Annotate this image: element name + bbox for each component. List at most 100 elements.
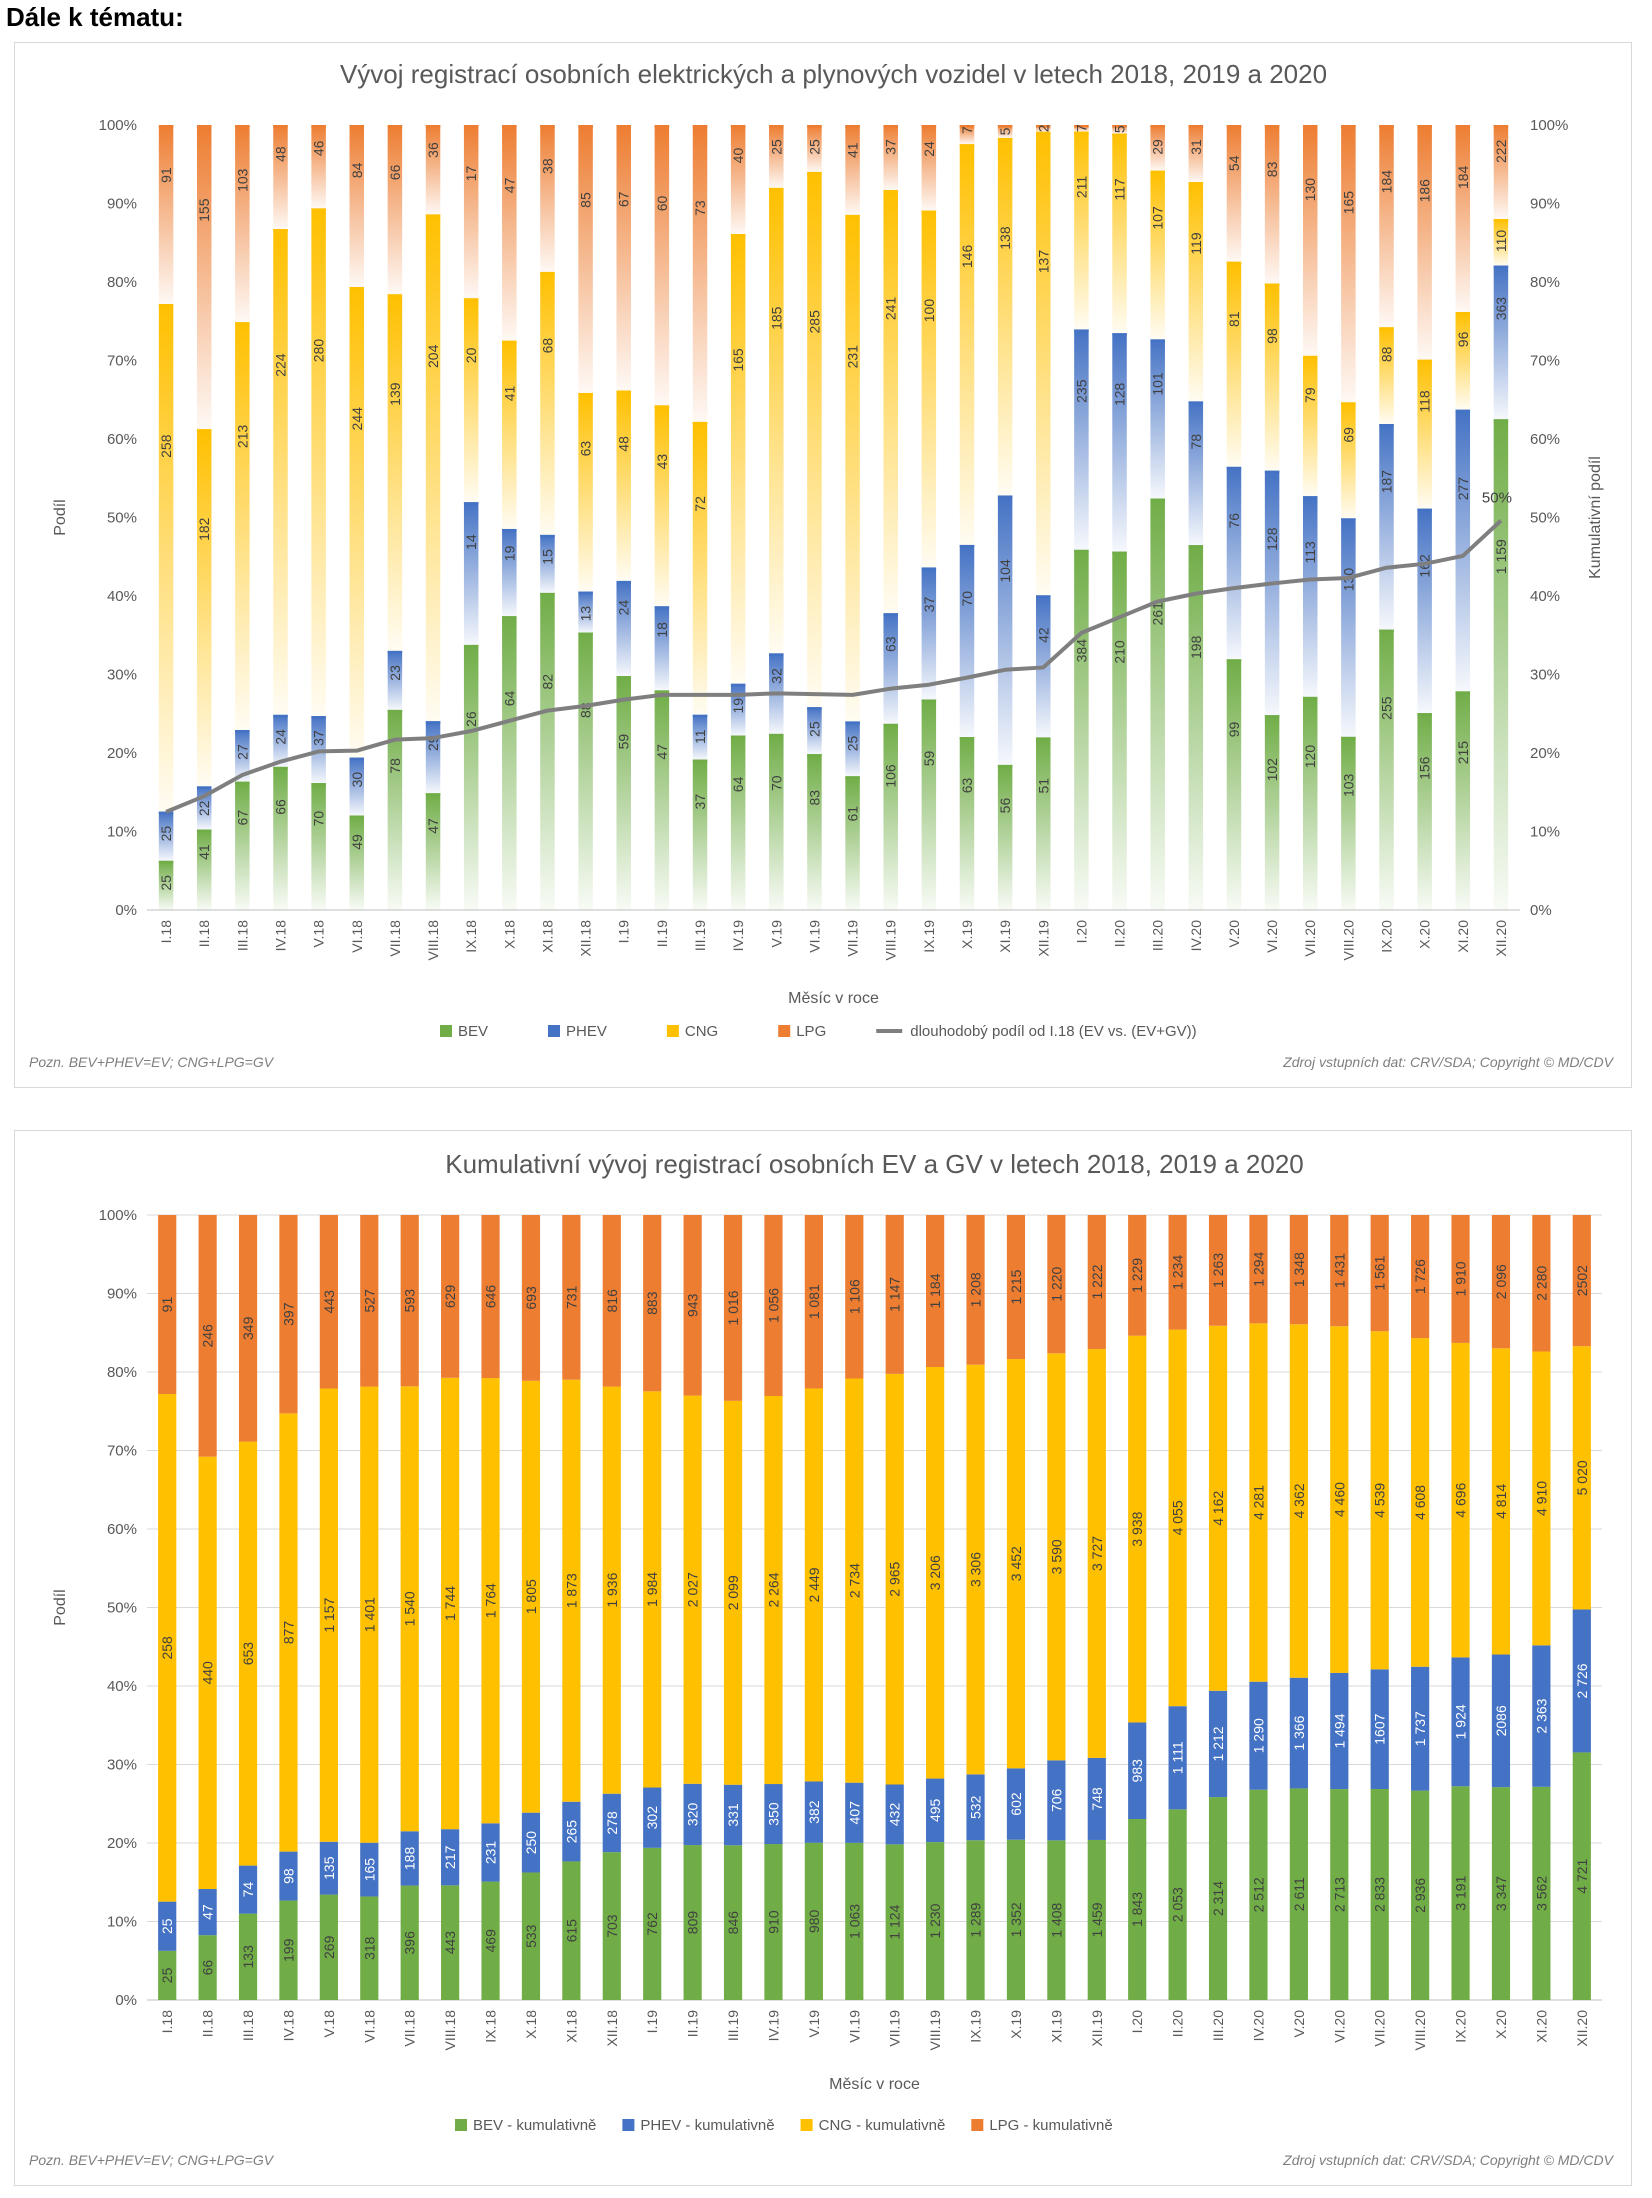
data-label-bev: 37 [692, 794, 708, 810]
bar-phev [1491, 1654, 1511, 1788]
x-tick-label: I.18 [158, 920, 174, 944]
bar-bev [1087, 1839, 1106, 2000]
data-label-lpg: 731 [563, 1285, 579, 1309]
bar-cap-phev [1036, 595, 1051, 598]
data-label-phev: 2086 [1493, 1705, 1509, 1736]
bar-bev [1493, 419, 1509, 910]
x-tick-label: IX.20 [1379, 920, 1395, 953]
data-label-bev: 809 [685, 1911, 701, 1935]
data-label-phev: 302 [644, 1806, 660, 1830]
bar-cap-cng [883, 189, 898, 193]
bar-bev [883, 723, 898, 910]
bar-phev [1208, 1690, 1228, 1798]
bar-cap-lpg [1341, 125, 1356, 128]
bar-cng [1532, 1351, 1551, 1646]
data-label-phev: 24 [616, 600, 632, 616]
data-label-bev: 64 [730, 776, 746, 792]
bar-lpg [1532, 1215, 1551, 1352]
bar-cap-lpg [654, 125, 670, 128]
bar-cap-cng [1188, 182, 1204, 185]
bar-cng [730, 234, 746, 684]
bar-bev [1226, 659, 1242, 910]
data-label-lpg: 37 [883, 139, 899, 155]
data-label-lpg: 1 229 [1129, 1258, 1145, 1293]
bar-cng [1264, 283, 1280, 471]
bar-bev [921, 699, 937, 910]
bar-lpg [1226, 125, 1242, 262]
data-label-bev: 703 [604, 1914, 620, 1938]
bar-cap-lpg [807, 125, 822, 128]
data-label-lpg: 130 [1302, 178, 1318, 202]
data-label-lpg: 883 [644, 1291, 660, 1315]
x-tick-label: VI.20 [1331, 2010, 1347, 2043]
legend-label: BEV [458, 1023, 488, 1040]
data-label-bev: 61 [845, 806, 861, 822]
data-label-cng: 224 [272, 353, 288, 377]
data-label-cng: 2 449 [806, 1567, 822, 1602]
data-label-bev: 980 [806, 1909, 822, 1933]
bar-cng [1302, 355, 1318, 497]
data-label-cng: 119 [1188, 232, 1204, 255]
bar-cap-lpg [578, 125, 593, 128]
bar-lpg [158, 125, 174, 305]
data-label-cng: 137 [1035, 250, 1051, 274]
data-label-phev: 19 [730, 698, 746, 714]
data-label-lpg: 46 [311, 140, 327, 156]
bar-cng [1112, 133, 1127, 334]
data-label-phev: 1 111 [1170, 1741, 1186, 1774]
data-label-lpg: 17 [463, 166, 479, 182]
bar-cng [562, 1379, 581, 1802]
bar-phev [400, 1831, 419, 1886]
bar-cap-cng [1302, 355, 1318, 359]
bar-phev [1493, 265, 1509, 420]
bar-cap-phev [845, 721, 860, 724]
x-tick-label: VII.18 [402, 2010, 418, 2047]
bar-cap-lpg [540, 125, 555, 128]
bar-lpg [1341, 125, 1356, 403]
bar-cap-bev [311, 783, 326, 786]
data-label-lpg: 1 561 [1372, 1255, 1388, 1290]
legend-label: BEV - kumulativně [473, 2117, 596, 2134]
bar-cap-phev [235, 730, 250, 733]
bar-cap-phev [349, 757, 365, 761]
bar-cng [1047, 1353, 1066, 1761]
bar-lpg [1289, 1215, 1308, 1325]
y-tick-label: 20% [107, 1835, 137, 1852]
bar-bev [926, 1842, 945, 2000]
data-label-lpg: 2502 [1574, 1265, 1590, 1296]
bar-cap-lpg [349, 125, 365, 128]
bar-cap-cng [540, 271, 555, 275]
data-label-phev: 602 [1008, 1792, 1024, 1816]
bar-bev [1128, 1818, 1147, 2000]
x-tick-label: VII.20 [1302, 920, 1318, 957]
legend-swatch [622, 2119, 635, 2131]
bar-cap-phev [1455, 409, 1471, 413]
data-label-bev: 1 124 [887, 1904, 903, 1939]
bar-cng [1341, 402, 1356, 519]
bar-lpg [1006, 1215, 1026, 1360]
data-label-cng: 1 157 [321, 1597, 337, 1632]
data-label-bev: 106 [883, 764, 899, 788]
data-label-bev: 49 [349, 834, 365, 850]
data-label-cng: 213 [234, 425, 250, 449]
bar-cap-bev [158, 860, 174, 864]
bar-bev [1047, 1840, 1066, 2000]
x-tick-label: IV.20 [1250, 2010, 1266, 2042]
data-label-phev: 135 [321, 1856, 337, 1880]
data-label-bev: 3 562 [1533, 1876, 1549, 1911]
data-label-bev: 99 [1226, 722, 1242, 738]
bar-bev [1112, 551, 1127, 910]
data-label-lpg: 1 184 [927, 1273, 943, 1308]
legend-swatch [778, 1025, 791, 1037]
bar-bev [730, 735, 746, 910]
data-label-cng: 231 [845, 345, 861, 369]
bar-lpg [883, 125, 898, 190]
bar-cap-lpg [1493, 125, 1509, 128]
data-label-lpg: 1 348 [1291, 1252, 1307, 1287]
bar-cap-bev [921, 699, 937, 702]
data-label-phev: 104 [997, 559, 1013, 583]
x-tick-label: IX.18 [463, 920, 479, 953]
legend-label: CNG - kumulativně [819, 2117, 946, 2134]
bar-cap-lpg [997, 125, 1013, 128]
data-label-cng: 41 [501, 385, 517, 401]
